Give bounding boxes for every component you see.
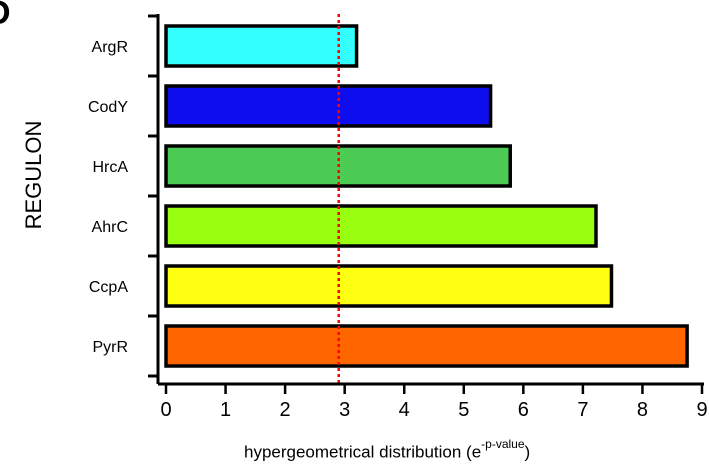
- category-label-ccpa: CcpA: [89, 279, 128, 296]
- bar-cody: [164, 84, 493, 128]
- x-axis-label-superscript: -p-value: [481, 437, 525, 451]
- x-axis-label-main: hypergeometrical distribution (e: [244, 442, 482, 462]
- category-label-argr: ArgR: [92, 39, 128, 56]
- y-axis-label: REGULON: [21, 120, 46, 230]
- category-label-ahrc: AhrC: [92, 219, 128, 236]
- x-tick-label-8: 8: [637, 399, 648, 421]
- x-tick-label-0: 0: [160, 399, 171, 421]
- bar-ccpa: [164, 264, 614, 308]
- category-label-cody: CodY: [88, 99, 128, 116]
- category-label-hrca: HrcA: [92, 159, 128, 176]
- x-tick-label-5: 5: [458, 399, 469, 421]
- x-tick-label-3: 3: [339, 399, 350, 421]
- bar-argr: [164, 24, 359, 68]
- bar-ahrc: [164, 204, 598, 248]
- x-tick-label-6: 6: [518, 399, 529, 421]
- x-axis-label: hypergeometrical distribution (e-p-value…: [244, 437, 531, 463]
- category-label-pyrr: PyrR: [92, 339, 128, 356]
- x-axis-label-close: ): [524, 442, 531, 462]
- x-ticks-group: 0 1 2 3 4 5 6 7 8 9: [160, 384, 708, 421]
- x-tick-label-1: 1: [220, 399, 231, 421]
- x-tick-label-7: 7: [577, 399, 588, 421]
- panel-letter: D: [0, 0, 11, 33]
- category-labels-group: ArgR CodY HrcA AhrC CcpA PyrR: [88, 39, 128, 356]
- bars-group: [164, 24, 689, 368]
- x-tick-label-2: 2: [280, 399, 291, 421]
- axes-group: [148, 14, 704, 386]
- x-tick-label-9: 9: [696, 399, 707, 421]
- bar-pyrr: [164, 324, 689, 368]
- x-tick-label-4: 4: [399, 399, 410, 421]
